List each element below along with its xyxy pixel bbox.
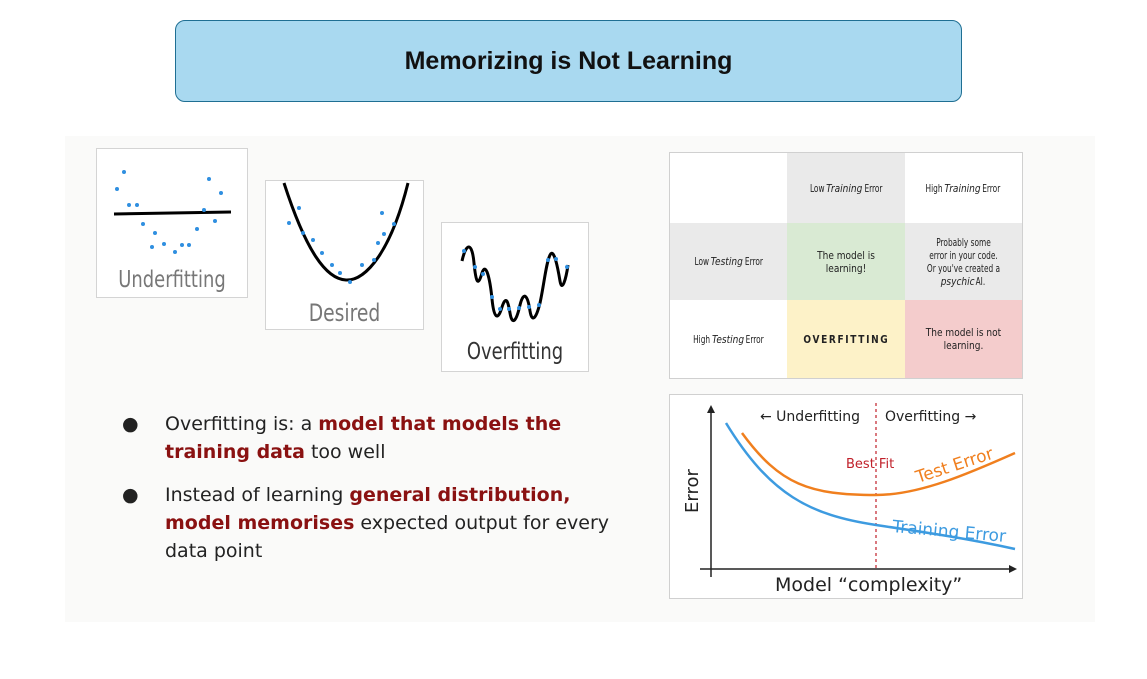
y-axis-arrow <box>707 405 715 413</box>
underfitting-panel: Underfitting <box>96 148 248 298</box>
bullet-text: too well <box>304 441 386 463</box>
header-high-training: High Training Error <box>905 153 1022 223</box>
bullet-list: ● Overfitting is: a model that models th… <box>122 410 642 580</box>
bullet-highlight: model that models the training data <box>165 413 562 463</box>
best-fit-label: Best Fit <box>846 457 894 472</box>
x-axis-label: Model “complexity” <box>775 574 962 596</box>
training-error-label: Training Error <box>891 517 1007 547</box>
underfitting-region-label: ← Underfitting <box>760 409 860 425</box>
title-banner: Memorizing is Not Learning <box>175 20 962 102</box>
cell-psychic: Probably some error in your code. Or you… <box>905 223 1022 300</box>
training-error-curve <box>724 422 1016 551</box>
data-points <box>115 170 223 254</box>
cell-learning: The model is learning! <box>787 223 905 300</box>
header-low-training: Low Training Error <box>787 153 905 223</box>
underfitting-plot <box>113 170 232 254</box>
bullet-text: Overfitting is: a <box>165 413 319 435</box>
x-axis-arrow <box>1009 565 1017 573</box>
test-error-label: Test Error <box>912 444 996 488</box>
fit-curve <box>460 245 570 322</box>
data-points <box>287 206 396 284</box>
overfitting-plot <box>460 245 570 322</box>
chart-svg: ← Underfitting Overfitting → Best Fit Te… <box>682 403 1017 596</box>
fit-line <box>113 210 232 216</box>
bullet-text: expected output for every data point <box>165 512 610 562</box>
error-matrix: Low Training Error High Training Error L… <box>669 152 1023 379</box>
overfitting-region-label: Overfitting → <box>885 409 977 425</box>
y-axis-label: Error <box>682 469 703 513</box>
bullet-item: ● Overfitting is: a model that models th… <box>122 410 642 466</box>
overfitting-label: Overfitting <box>466 339 564 365</box>
header-high-testing: High Testing Error <box>670 300 787 378</box>
bullet-text: Instead of learning <box>165 484 350 506</box>
cell-not-learning: The model is not learning. <box>905 300 1022 378</box>
desired-plot <box>282 182 410 284</box>
overfitting-panel: Overfitting <box>441 222 589 372</box>
test-error-curve <box>740 432 1016 497</box>
error-complexity-chart: ← Underfitting Overfitting → Best Fit Te… <box>669 394 1023 599</box>
bullet-item: ● Instead of learning general distributi… <box>122 481 642 565</box>
header-low-testing: Low Testing Error <box>670 223 787 300</box>
cell-overfitting: OVERFITTING <box>787 300 905 378</box>
bullet-dot: ● <box>122 413 139 435</box>
bullet-dot: ● <box>122 484 139 506</box>
desired-label: Desired <box>308 299 381 327</box>
underfitting-label: Underfitting <box>118 267 226 293</box>
slide-title: Memorizing is Not Learning <box>404 46 733 75</box>
matrix-corner <box>670 153 787 223</box>
data-points <box>462 249 569 311</box>
bullet-highlight: general distribution, model memorises <box>165 484 571 534</box>
desired-panel: Desired <box>265 180 424 330</box>
